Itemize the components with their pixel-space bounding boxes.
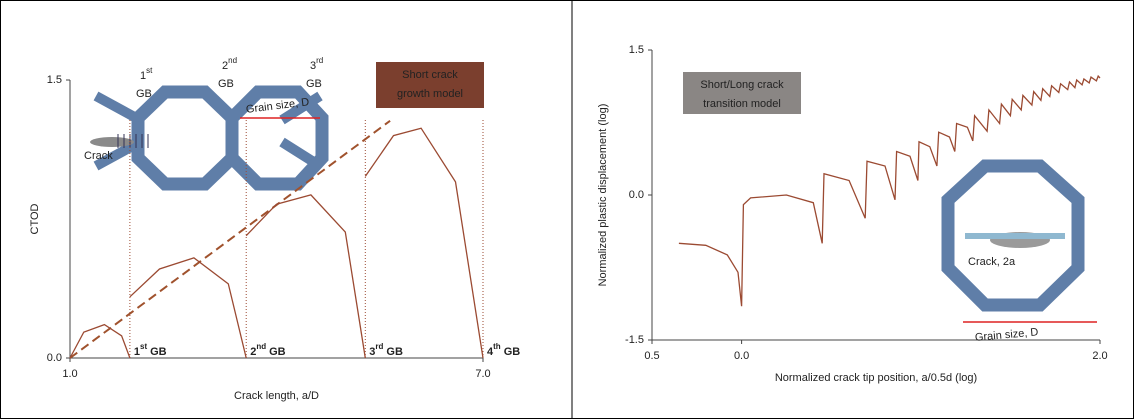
annotation: Crack [84, 150, 113, 162]
suffix: st [140, 342, 147, 351]
ordinal: 1 [140, 70, 146, 82]
model-box-text: transition model [703, 98, 781, 110]
right-inset [941, 159, 1097, 323]
curve [69, 119, 391, 359]
model-box [683, 72, 801, 114]
suffix: rd [316, 56, 323, 65]
gb-text: GB [136, 88, 152, 100]
grain-ring [131, 85, 239, 191]
gb-text: GB [269, 346, 286, 358]
grain-ring [941, 159, 1085, 312]
suffix: th [493, 342, 501, 351]
y-tick-label: 0.0 [629, 189, 644, 201]
suffix: rd [375, 342, 383, 351]
ordinal: 4 [487, 346, 494, 358]
gb-label: 3rd GB [369, 342, 403, 358]
ordinal: 3 [310, 60, 316, 72]
gb-label: 2nd GB [250, 342, 285, 358]
crack [90, 137, 134, 147]
curve [129, 257, 247, 359]
y-tick-label: 1.5 [629, 44, 644, 56]
model-box-text: Short/Long crack [700, 79, 784, 91]
gb-label: 4th GB [487, 342, 520, 358]
x-tick-label: 2.0 [1092, 350, 1107, 362]
y-tick-label: 1.5 [47, 74, 62, 86]
curve [678, 74, 1101, 307]
ordinal: 1 [134, 346, 140, 358]
gb-label: 1st [140, 66, 153, 82]
ordinal: 3 [369, 346, 375, 358]
annotation: Grain size, D [974, 326, 1038, 343]
x-tick-label: 1.0 [62, 368, 77, 380]
gb-text: GB [150, 346, 167, 358]
suffix: nd [228, 56, 237, 65]
gb-text: GB [218, 78, 234, 90]
x-tick-label: 0.0 [734, 350, 749, 362]
model-box-text: growth model [397, 88, 463, 100]
x-tick-label: 0.5 [644, 350, 659, 362]
gb-text: GB [504, 346, 521, 358]
gb-label: 1st GB [134, 342, 167, 358]
gb-text: GB [306, 78, 322, 90]
ordinal: 2 [250, 346, 256, 358]
y-axis-label: CTOD [29, 203, 41, 234]
gb-label: 2nd [222, 56, 237, 72]
arms [93, 91, 323, 171]
curve [69, 323, 131, 359]
suffix: nd [256, 342, 266, 351]
suffix: st [146, 66, 153, 75]
y-axis-label: Normalized plastic displacement (log) [597, 104, 609, 287]
model-box [376, 62, 484, 108]
y-tick-label: 0.0 [47, 352, 62, 364]
x-tick-label: 7.0 [475, 368, 490, 380]
curve [245, 194, 366, 359]
left-inset [90, 85, 329, 191]
annotation: Crack, 2a [968, 256, 1016, 268]
grain-ring [225, 85, 329, 191]
ordinal: 2 [222, 60, 228, 72]
curve [364, 127, 484, 359]
gb-text: GB [386, 346, 403, 358]
model-box-text: Short crack [402, 69, 458, 81]
gb-label: 3rd [310, 56, 323, 72]
x-axis-label: Normalized crack tip position, a/0.5d (l… [775, 372, 977, 384]
y-tick-label: -1.5 [625, 334, 644, 346]
x-axis-label: Crack length, a/D [234, 390, 319, 402]
